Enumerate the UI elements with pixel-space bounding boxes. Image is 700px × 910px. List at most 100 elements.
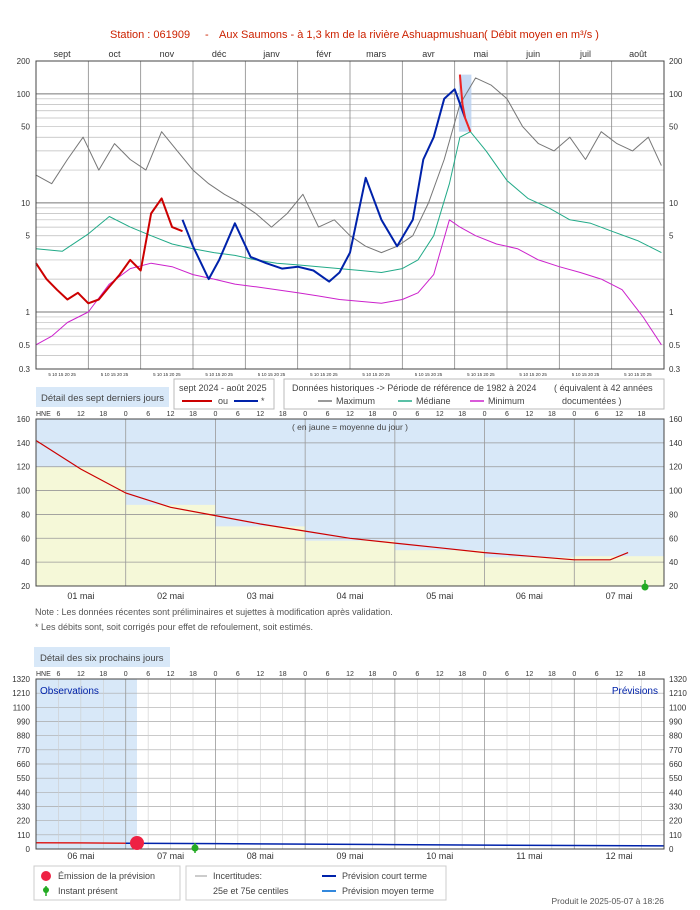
- hour-label: 18: [279, 411, 287, 418]
- y-tick-right: 880: [669, 732, 683, 741]
- hour-label: 0: [303, 671, 307, 678]
- y-tick-left: 200: [17, 57, 31, 66]
- hour-label: 18: [279, 671, 287, 678]
- y-tick-right: 50: [669, 123, 678, 132]
- daily-mean-bar: [484, 557, 575, 586]
- y-tick-right: 1320: [669, 675, 687, 684]
- annual-chart: sept oct nov déc janv févr mars avr mai juin juil a…: [17, 49, 683, 377]
- hour-label: 12: [77, 671, 85, 678]
- hour-label: 0: [213, 671, 217, 678]
- yellow-note: ( en jaune = moyenne du jour ): [292, 422, 408, 432]
- legend-min-label: Minimum: [488, 396, 525, 406]
- observations-label: Observations: [40, 686, 99, 697]
- day-label: 04 mai: [336, 591, 363, 601]
- y-tick-left: 770: [17, 746, 31, 755]
- hour-label: 12: [526, 411, 534, 418]
- present-marker-seven-days: [641, 580, 649, 591]
- y-tick-left: 990: [17, 718, 31, 727]
- legend-medium-label: Prévision moyen terme: [342, 886, 434, 896]
- y-tick-right: 80: [669, 510, 678, 519]
- day-label: 05 mai: [426, 591, 453, 601]
- y-tick-right: 220: [669, 817, 683, 826]
- hour-label: 6: [146, 671, 150, 678]
- note-line-2: * Les débits sont, soit corrigés pour ef…: [35, 622, 313, 632]
- y-tick-left: 160: [17, 415, 31, 424]
- y-tick-left: 100: [17, 90, 31, 99]
- month-label: août: [629, 49, 647, 59]
- day-label: 07 mai: [606, 591, 633, 601]
- hour-label: 6: [326, 411, 330, 418]
- legend-emission-label: Émission de la prévision: [58, 871, 155, 881]
- y-tick-left: 50: [21, 123, 30, 132]
- hour-label: 0: [572, 411, 576, 418]
- day-label: 09 mai: [336, 851, 363, 861]
- hour-label: 12: [346, 411, 354, 418]
- legend-star-label: *: [261, 396, 265, 406]
- day-tick-label: 5 10 15 20 25: [258, 372, 286, 377]
- hour-label: 6: [415, 411, 419, 418]
- day-label: 08 mai: [247, 851, 274, 861]
- y-tick-left: 0.3: [19, 365, 31, 374]
- annual-day-ticks: 5 10 15 20 25 5 10 15 20 25 5 10 15 20 25 5…: [48, 372, 652, 377]
- y-tick-right: 1100: [669, 703, 687, 712]
- y-tick-left: 10: [21, 199, 30, 208]
- day-label: 06 mai: [67, 851, 94, 861]
- hour-label: 0: [393, 671, 397, 678]
- y-tick-right: 160: [669, 415, 683, 424]
- y-tick-left: 5: [26, 232, 31, 241]
- y-tick-right: 120: [669, 463, 683, 472]
- note-line-1: Note : Les données récentes sont prélimi…: [35, 607, 393, 617]
- legend-emission-icon: [41, 871, 51, 881]
- day-tick-label: 5 10 15 20 25: [310, 372, 338, 377]
- hour-label: 6: [56, 671, 60, 678]
- y-tick-left: 0: [26, 845, 31, 854]
- hour-label: 0: [124, 411, 128, 418]
- hour-label: 18: [189, 411, 197, 418]
- y-tick-left: 120: [17, 463, 31, 472]
- seven-days-y-ticks: 160 160 140 140 120 120 100 100 80 80 60 60 40 40 20 20: [17, 415, 683, 591]
- hour-label: 0: [483, 671, 487, 678]
- short-term-forecast-line: [125, 842, 665, 847]
- hour-label: 18: [638, 411, 646, 418]
- y-tick-right: 0.5: [669, 341, 681, 350]
- hour-label: 0: [393, 411, 397, 418]
- y-tick-right: 10: [669, 199, 678, 208]
- y-tick-left: 40: [21, 558, 30, 567]
- hour-label: 6: [595, 671, 599, 678]
- y-tick-left: 220: [17, 817, 31, 826]
- hour-label: 12: [436, 411, 444, 418]
- y-tick-left: 1210: [12, 689, 30, 698]
- current-period-box: [173, 378, 275, 410]
- seven-days-series: [35, 439, 629, 561]
- month-label: avr: [422, 49, 435, 59]
- daily-mean-bar: [215, 526, 306, 586]
- hour-label: 6: [505, 671, 509, 678]
- hour-label: 0: [303, 411, 307, 418]
- y-tick-right: 770: [669, 746, 683, 755]
- y-tick-right: 5: [669, 232, 674, 241]
- hour-label: 12: [615, 411, 623, 418]
- six-days-chart: Détail des six prochains jours HNE 6 12 18…: [12, 647, 687, 861]
- seven-days-line: [35, 439, 629, 561]
- annual-y-ticks: 200 200 100 100 50 50 10 10 5 5 1 1 0.5 0.5 0.3 0.3: [17, 57, 683, 374]
- daily-mean-bars: [36, 466, 664, 586]
- daily-mean-bar: [125, 504, 216, 586]
- y-tick-left: 110: [17, 831, 30, 840]
- day-tick-label: 5 10 15 20 25: [153, 372, 181, 377]
- legend-instant-icon: [43, 886, 49, 896]
- seven-days-chart: HNE 6 12 18 0 6 12 18 0 6 12 18 0 6 12 18 0 6 12 18 0 6 12 18 0…: [17, 411, 683, 601]
- day-label: 01 mai: [67, 591, 94, 601]
- series-line: [35, 77, 662, 254]
- series-line: [35, 131, 662, 273]
- month-label: oct: [108, 49, 121, 59]
- y-tick-left: 550: [17, 774, 31, 783]
- y-tick-right: 330: [669, 803, 683, 812]
- daily-mean-bar: [36, 466, 126, 586]
- y-tick-left: 1: [26, 308, 31, 317]
- six-days-series: [35, 842, 665, 847]
- day-tick-label: 5 10 15 20 25: [48, 372, 76, 377]
- six-days-hour-labels: 6 12 18 0 6 12 18 0 6 12 18 0 6 12 18 0 6 12 18 0 6 12 18 0 6 12 1…: [56, 671, 645, 678]
- day-tick-label: 5 10 15 20 25: [362, 372, 390, 377]
